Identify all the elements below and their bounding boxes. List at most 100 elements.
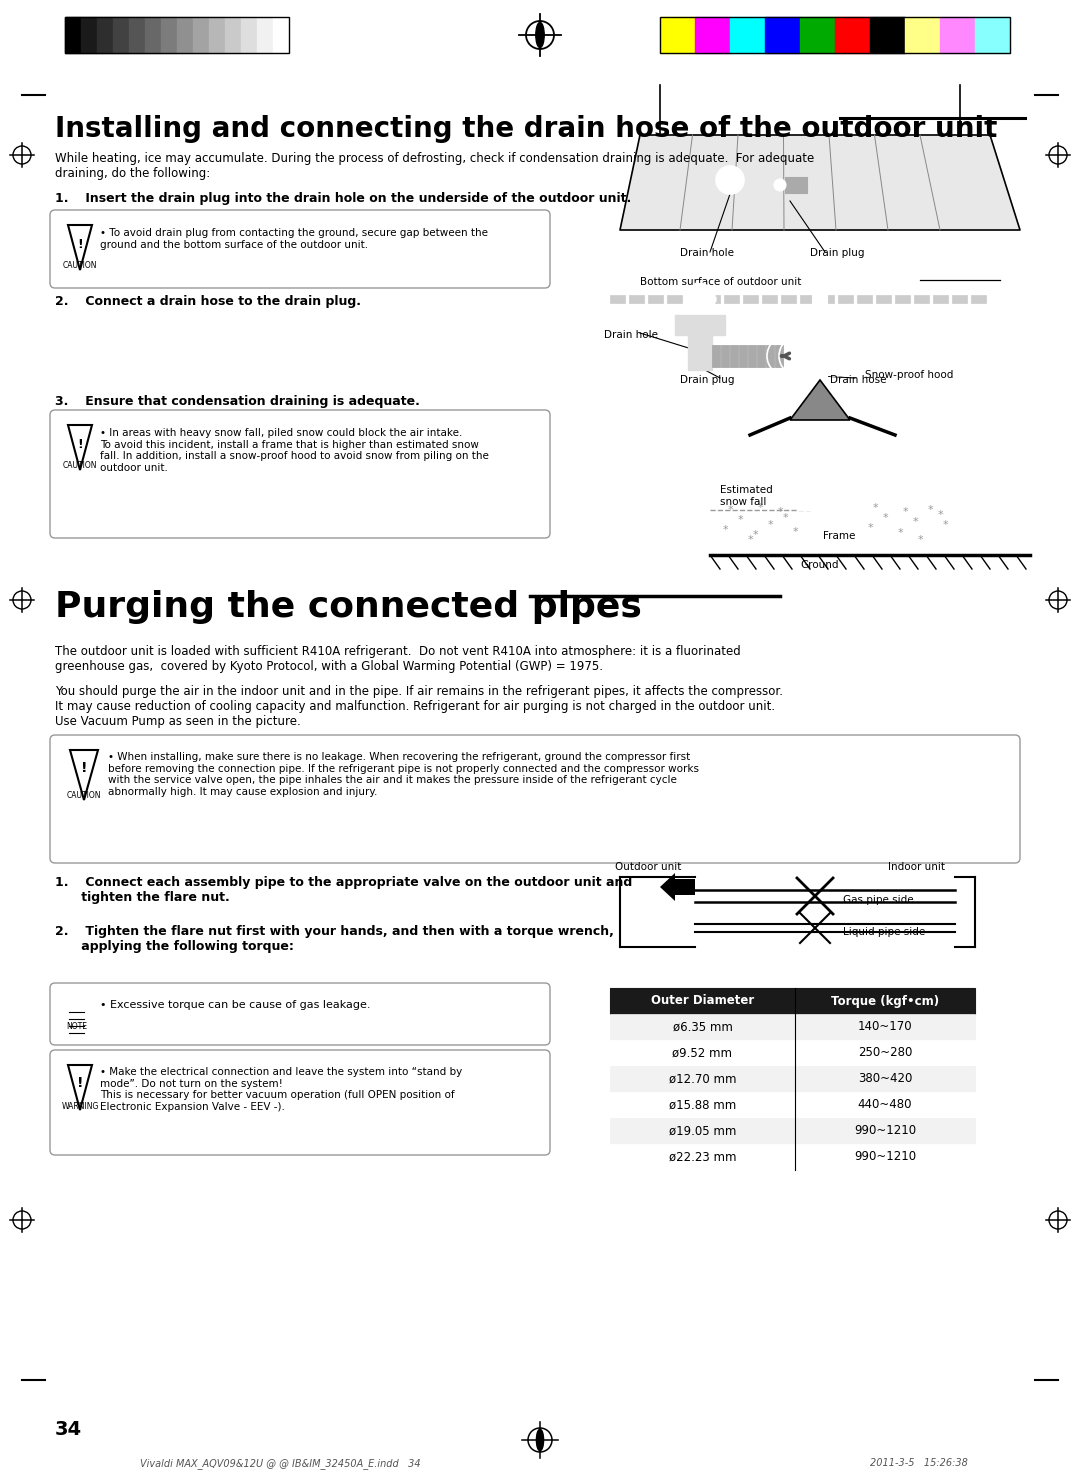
Polygon shape <box>789 379 850 421</box>
Bar <box>241 18 257 53</box>
Bar <box>257 18 273 53</box>
Bar <box>686 295 701 303</box>
Text: !: ! <box>81 762 87 775</box>
Bar <box>660 18 1010 53</box>
Text: *: * <box>782 514 787 523</box>
Text: 1.  Connect each assembly pipe to the appropriate valve on the outdoor unit and
: 1. Connect each assembly pipe to the app… <box>55 875 632 903</box>
Text: *: * <box>727 505 733 515</box>
Polygon shape <box>68 425 92 469</box>
Bar <box>667 295 681 303</box>
Text: *: * <box>778 506 783 517</box>
Bar <box>835 18 870 53</box>
Bar <box>724 295 739 303</box>
Text: CAUTION: CAUTION <box>63 261 97 270</box>
Bar <box>610 1041 975 1066</box>
Ellipse shape <box>537 1429 543 1451</box>
Text: Liquid pipe side: Liquid pipe side <box>843 927 926 937</box>
Ellipse shape <box>536 22 544 47</box>
Text: *: * <box>913 517 918 527</box>
Bar <box>781 295 796 303</box>
Bar <box>97 18 113 53</box>
Text: !: ! <box>77 438 83 452</box>
Text: *: * <box>937 511 943 520</box>
Text: While heating, ice may accumulate. During the process of defrosting, check if co: While heating, ice may accumulate. Durin… <box>55 152 814 180</box>
Text: • In areas with heavy snow fall, piled snow could block the air intake.
To avoid: • In areas with heavy snow fall, piled s… <box>100 428 489 472</box>
Text: WARNING: WARNING <box>62 1103 98 1111</box>
Bar <box>775 345 783 368</box>
Circle shape <box>716 165 744 193</box>
Bar <box>273 18 289 53</box>
Text: !: ! <box>77 239 83 251</box>
Text: 440~480: 440~480 <box>858 1098 913 1111</box>
Bar <box>696 18 730 53</box>
Text: *: * <box>757 503 762 514</box>
Bar <box>971 295 986 303</box>
Text: Snow-proof hood: Snow-proof hood <box>865 370 954 379</box>
Text: Frame: Frame <box>823 531 855 542</box>
Text: *: * <box>902 506 908 517</box>
Text: NOTE: NOTE <box>67 1021 87 1032</box>
Bar <box>858 295 872 303</box>
Text: Ground: Ground <box>800 559 838 570</box>
Bar <box>940 18 975 53</box>
Text: *: * <box>873 503 878 514</box>
Text: !: ! <box>77 1076 83 1089</box>
Polygon shape <box>620 134 1020 230</box>
Bar <box>161 18 177 53</box>
Text: ø22.23 mm: ø22.23 mm <box>669 1150 737 1163</box>
Bar <box>739 345 747 368</box>
Bar <box>876 295 891 303</box>
Bar <box>819 295 834 303</box>
Text: Vivaldi MAX_AQV09&12U @ @ IB&IM_32450A_E.indd   34: Vivaldi MAX_AQV09&12U @ @ IB&IM_32450A_E… <box>140 1458 420 1469</box>
FancyBboxPatch shape <box>50 983 550 1045</box>
Circle shape <box>774 179 786 190</box>
Text: Estimated
snow fall: Estimated snow fall <box>720 486 773 506</box>
Bar <box>766 345 774 368</box>
Text: *: * <box>752 530 758 540</box>
FancyBboxPatch shape <box>50 735 1020 863</box>
FancyBboxPatch shape <box>50 210 550 288</box>
Bar <box>798 465 842 511</box>
Bar <box>800 295 815 303</box>
Text: 3.  Ensure that condensation draining is adequate.: 3. Ensure that condensation draining is … <box>55 396 420 407</box>
Text: 250~280: 250~280 <box>858 1046 913 1060</box>
Bar <box>757 345 765 368</box>
Text: *: * <box>942 520 948 530</box>
Bar <box>610 1066 975 1092</box>
Text: Indoor unit: Indoor unit <box>888 862 945 872</box>
Text: 34: 34 <box>55 1420 82 1439</box>
Polygon shape <box>675 880 696 894</box>
Text: 990~1210: 990~1210 <box>854 1150 916 1163</box>
Bar <box>610 987 975 1014</box>
Text: Purging the connected pipes: Purging the connected pipes <box>55 590 642 624</box>
Bar <box>113 18 129 53</box>
Polygon shape <box>70 750 98 800</box>
Polygon shape <box>68 224 92 270</box>
Text: ø6.35 mm: ø6.35 mm <box>673 1020 732 1033</box>
Text: *: * <box>867 523 873 533</box>
Text: 990~1210: 990~1210 <box>854 1125 916 1138</box>
Text: 2011-3-5   15:26:38: 2011-3-5 15:26:38 <box>870 1458 968 1469</box>
Text: 2.  Connect a drain hose to the drain plug.: 2. Connect a drain hose to the drain plu… <box>55 295 361 308</box>
Text: *: * <box>928 505 933 515</box>
Bar <box>648 295 663 303</box>
Bar <box>629 295 644 303</box>
Bar <box>210 18 225 53</box>
Bar <box>177 18 193 53</box>
Text: • To avoid drain plug from contacting the ground, secure gap between the
ground : • To avoid drain plug from contacting th… <box>100 227 488 249</box>
Bar <box>765 18 800 53</box>
FancyBboxPatch shape <box>50 410 550 537</box>
Bar <box>65 18 81 53</box>
Bar <box>730 18 765 53</box>
Bar <box>675 314 725 335</box>
Text: Bottom surface of outdoor unit: Bottom surface of outdoor unit <box>640 277 801 286</box>
Bar <box>610 1092 975 1117</box>
Text: Drain hose: Drain hose <box>831 375 887 385</box>
Bar <box>785 177 807 193</box>
Text: • When installing, make sure there is no leakage. When recovering the refrigeran: • When installing, make sure there is no… <box>108 751 699 797</box>
Text: 2.  Tighten the flare nut first with your hands, and then with a torque wrench,
: 2. Tighten the flare nut first with your… <box>55 925 613 953</box>
Bar <box>762 295 777 303</box>
Bar <box>838 295 853 303</box>
Text: • Excessive torque can be cause of gas leakage.: • Excessive torque can be cause of gas l… <box>100 1001 370 1010</box>
Bar <box>743 295 758 303</box>
